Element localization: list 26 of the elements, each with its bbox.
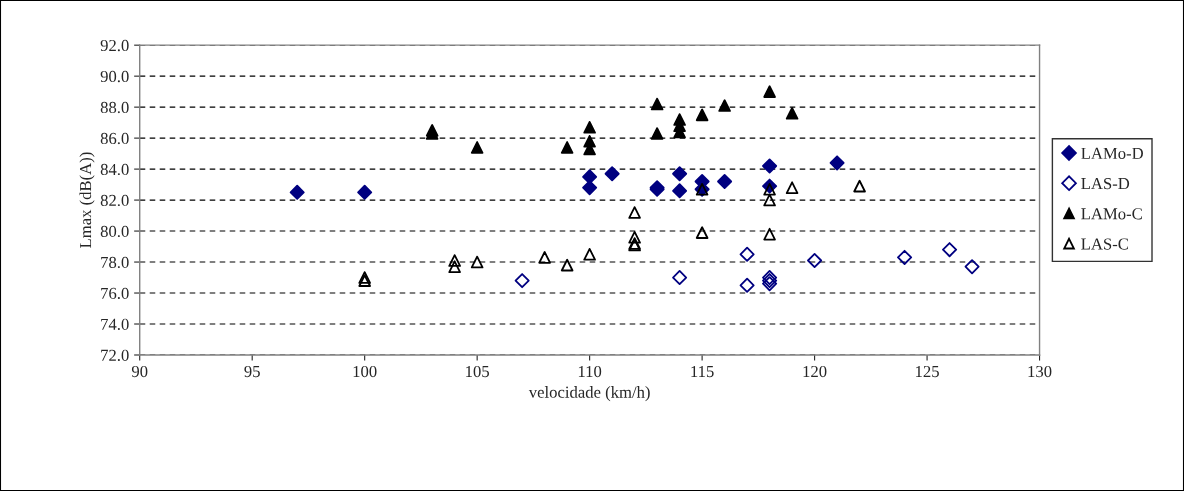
legend-label: LAMo-C xyxy=(1081,208,1142,220)
x-tick-label: 125 xyxy=(916,365,939,378)
y-tick-label: 88.0 xyxy=(100,101,129,114)
x-tick-label: 105 xyxy=(466,365,489,378)
x-tick-label: 110 xyxy=(578,365,602,378)
x-tick-label: 95 xyxy=(244,365,260,378)
y-axis-title: Lmax (dB(A)) xyxy=(79,152,95,248)
x-tick-label: 130 xyxy=(1028,365,1052,378)
y-tick-label: 90.0 xyxy=(100,70,129,83)
x-tick-label: 115 xyxy=(691,365,714,378)
y-tick-label: 86.0 xyxy=(100,132,129,145)
legend-label: LAMo-D xyxy=(1081,147,1144,159)
x-tick-label: 120 xyxy=(803,365,827,378)
y-tick-label: 78.0 xyxy=(101,256,129,269)
x-tick-label: 90 xyxy=(131,365,148,378)
legend-label: LAS-D xyxy=(1081,178,1130,190)
y-tick-label: 72.0 xyxy=(101,349,129,362)
legend-label: LAS-C xyxy=(1081,238,1128,250)
y-tick-label: 92.0 xyxy=(100,39,129,52)
y-tick-label: 74.0 xyxy=(101,318,129,331)
y-tick-label: 80.0 xyxy=(100,225,129,238)
y-tick-label: 82.0 xyxy=(100,194,129,207)
x-tick-label: 100 xyxy=(353,365,377,378)
y-tick-label: 84.0 xyxy=(100,163,129,176)
x-axis-title: velocidade (km/h) xyxy=(528,386,650,402)
y-tick-label: 76.0 xyxy=(101,287,129,300)
